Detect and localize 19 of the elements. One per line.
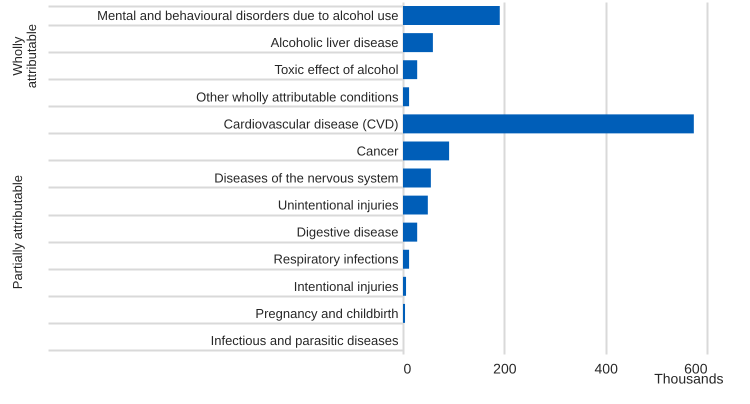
y-tick-label: Infectious and parasitic diseases: [210, 332, 399, 348]
y-tick-label: Unintentional injuries: [278, 198, 399, 213]
x-tick-label: 600: [684, 360, 708, 376]
text: Partially attributable: [10, 175, 25, 290]
y-tick-label: Other wholly attributable conditions: [196, 89, 399, 104]
x-tick-label: 0: [404, 360, 412, 376]
y-tick-label: Respiratory infections: [274, 252, 399, 267]
y-tick-label: Cancer: [356, 143, 400, 158]
y-tick-label: Toxic effect of alcohol: [274, 62, 399, 78]
text: Wholly attributable: [10, 24, 39, 88]
y-tick-label: Pregnancy and childbirth: [255, 306, 398, 321]
y-tick-label: Cardiovascular disease (CVD): [224, 116, 398, 132]
x-tick-label: 400: [594, 360, 618, 376]
y-tick-label: Alcoholic liver disease: [270, 35, 398, 50]
y-tick-label: Intentional injuries: [294, 278, 399, 294]
y-tick-label: Diseases of the nervous system: [214, 170, 398, 186]
y-tick-label: Digestive disease: [296, 224, 398, 240]
y-tick-label: Mental and behavioural disorders due to alcohol use: [97, 8, 398, 24]
x-tick-label: 200: [493, 360, 517, 376]
